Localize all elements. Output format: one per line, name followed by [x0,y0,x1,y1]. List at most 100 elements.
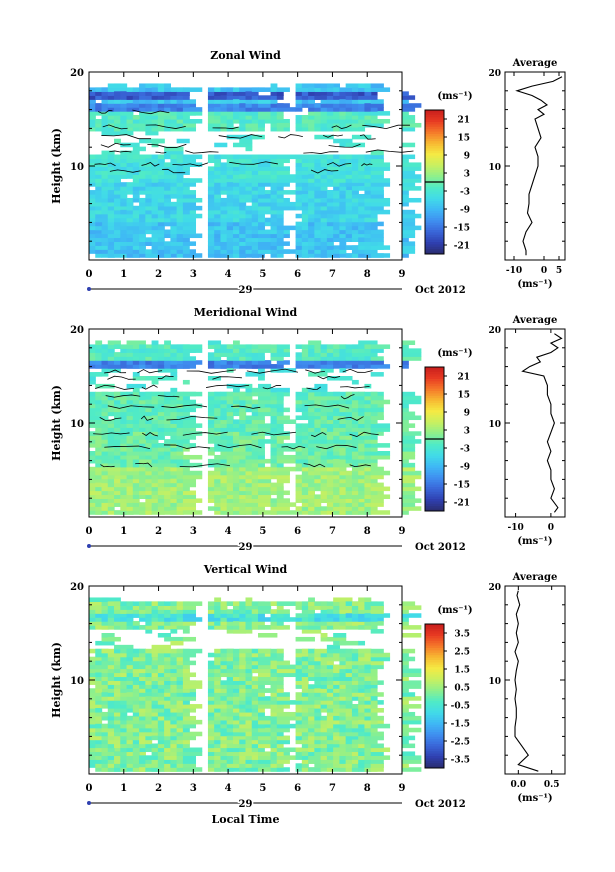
heatmap-cell [182,217,197,223]
heatmap-cell [370,502,384,507]
heatmap-cell [370,83,384,89]
heatmap-cell [126,395,134,401]
heatmap-cell [326,506,334,511]
heatmap-cell [207,723,215,729]
heatmap-cell [170,629,178,634]
heatmap-cell [232,364,240,369]
heatmap-cell [364,439,372,444]
heatmap-cell [151,727,159,733]
heatmap-cell [258,727,272,733]
heatmap-cell [220,249,228,254]
x-tick-label: 1 [120,526,127,537]
heatmap-cell [232,225,240,231]
heatmap-cell [207,213,215,219]
colorbar-segment [425,388,444,392]
heatmap-cell [320,688,328,693]
heatmap-cell [226,170,234,175]
heatmap-cell [107,201,115,207]
colorbar-segment [425,196,444,200]
heatmap-cell [402,111,409,116]
heatmap-cell [251,415,259,421]
heatmap-cell [126,95,134,100]
heatmap-cell [107,190,115,195]
heatmap-cell [320,249,328,254]
heatmap-cell [220,178,240,183]
heatmap-cell [333,431,340,436]
heatmap-cell [402,672,422,678]
x-tick-label: 0 [86,269,93,280]
heatmap-cell [276,478,290,484]
heatmap-cell [314,502,322,507]
heatmap-cell [176,490,184,496]
heatmap-cell [95,217,115,223]
heatmap-cell [182,704,203,709]
heatmap-cell [402,360,409,365]
heatmap-cell [258,482,272,488]
colorbar-segment [425,638,444,642]
heatmap-cell [339,241,347,246]
heatmap-cell [226,356,234,361]
heatmap-cell [101,209,121,215]
heatmap-cell [176,99,184,104]
colorbar-segment [425,727,444,731]
heatmap-cell [151,668,159,674]
heatmap-cell [139,178,146,183]
heatmap-cell [157,225,165,231]
x-tick-label: 5 [259,526,266,537]
heatmap-cell [170,126,190,132]
heatmap-cell [120,439,128,444]
heatmap-cell [170,502,178,507]
heatmap-cell [402,652,409,658]
colorbar-segment [425,453,444,457]
heatmap-cell [270,462,278,468]
colorbar-segment [425,158,444,161]
heatmap-cell [182,719,203,725]
heatmap-cell [314,391,322,397]
heatmap-cell [276,613,284,618]
heatmap-cell [258,601,278,606]
heatmap-cell [182,735,190,741]
heatmap-cell [114,763,121,768]
heatmap-cell [370,150,384,156]
heatmap-cell [314,727,322,733]
heatmap-cell [364,178,372,183]
heatmap-cell [139,249,146,254]
heatmap-cell [170,696,178,701]
heatmap-cell [95,372,109,377]
heatmap-cell [120,617,128,622]
heatmap-cell [170,617,178,622]
heatmap-cell [258,711,265,717]
heatmap-cell [402,466,416,472]
heatmap-cell [114,138,121,144]
heatmap-cell [164,340,171,346]
heatmap-cell [308,735,315,741]
heatmap-cell [182,743,190,749]
heatmap-cell [358,213,372,219]
heatmap-cell [101,130,121,136]
heatmap-cell [370,344,391,349]
heatmap-cell [226,767,247,772]
heatmap-cell [364,621,372,626]
heatmap-cell [245,462,253,468]
heatmap-cell [151,672,159,678]
date-label: Oct 2012 [415,285,466,296]
heatmap-cell [239,759,247,764]
heatmap-cell [182,119,203,124]
heatmap-cell [89,617,96,622]
heatmap-cell [220,419,228,424]
heatmap-cell [145,613,153,618]
heatmap-cell [333,723,347,729]
heatmap-cell [101,213,109,219]
heatmap-cell [276,696,290,701]
heatmap-cell [320,368,334,373]
heatmap-cell [101,625,109,630]
x-tick-label: 6 [294,526,301,537]
heatmap-cell [402,186,422,191]
heatmap-cell [370,466,384,472]
colorbar-segment [425,484,444,488]
colorbar-segment [425,434,444,438]
heatmap-cell [239,688,247,693]
colorbar-segment [425,472,444,476]
contour-line [140,415,154,421]
heatmap-cell [301,486,309,492]
